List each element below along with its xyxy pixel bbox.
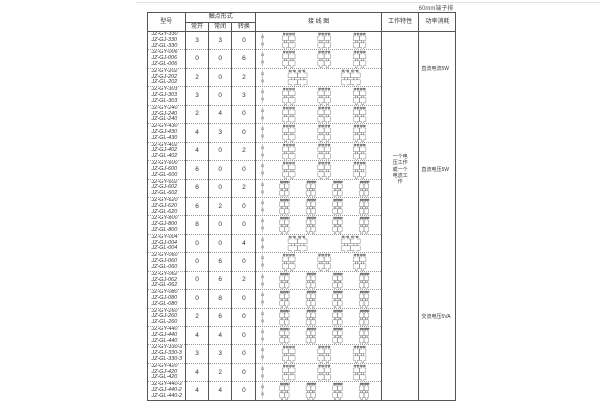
svg-text:22: 22 xyxy=(364,347,367,349)
svg-text:22: 22 xyxy=(341,199,344,201)
svg-text:14: 14 xyxy=(293,89,296,91)
svg-text:26: 26 xyxy=(367,181,370,183)
svg-text:14: 14 xyxy=(293,347,296,349)
svg-text:14: 14 xyxy=(293,126,296,128)
svg-text:18: 18 xyxy=(328,126,331,128)
svg-text:22: 22 xyxy=(364,365,367,367)
svg-text:22: 22 xyxy=(364,89,367,91)
svg-text:14: 14 xyxy=(293,365,296,367)
svg-text:18: 18 xyxy=(357,236,360,238)
svg-text:26: 26 xyxy=(367,310,370,312)
svg-text:22: 22 xyxy=(341,273,344,275)
svg-text:26: 26 xyxy=(367,218,370,220)
svg-text:14: 14 xyxy=(293,144,296,146)
svg-text:18: 18 xyxy=(357,70,360,72)
svg-text:26: 26 xyxy=(367,384,370,386)
svg-text:12: 12 xyxy=(294,236,297,238)
svg-text:18: 18 xyxy=(314,384,317,386)
svg-text:18: 18 xyxy=(314,292,317,294)
svg-text:14: 14 xyxy=(293,162,296,164)
svg-text:16: 16 xyxy=(347,70,350,72)
svg-text:14: 14 xyxy=(288,328,291,330)
svg-text:22: 22 xyxy=(341,310,344,312)
svg-text:14: 14 xyxy=(288,273,291,275)
svg-text:22: 22 xyxy=(364,107,367,109)
svg-text:18: 18 xyxy=(314,310,317,312)
svg-text:22: 22 xyxy=(341,218,344,220)
svg-text:18: 18 xyxy=(314,199,317,201)
svg-text:12: 12 xyxy=(294,70,297,72)
svg-text:14: 14 xyxy=(293,52,296,54)
svg-text:22: 22 xyxy=(341,328,344,330)
svg-text:26: 26 xyxy=(367,199,370,201)
svg-text:18: 18 xyxy=(328,89,331,91)
svg-text:18: 18 xyxy=(314,273,317,275)
svg-text:14: 14 xyxy=(303,70,306,72)
svg-text:22: 22 xyxy=(364,144,367,146)
svg-text:22: 22 xyxy=(364,255,367,257)
svg-text:22: 22 xyxy=(341,384,344,386)
svg-text:22: 22 xyxy=(364,52,367,54)
svg-text:14: 14 xyxy=(293,255,296,257)
svg-text:14: 14 xyxy=(288,384,291,386)
svg-text:22: 22 xyxy=(364,33,367,35)
svg-text:18: 18 xyxy=(314,181,317,183)
svg-text:14: 14 xyxy=(303,236,306,238)
svg-text:26: 26 xyxy=(367,273,370,275)
svg-text:26: 26 xyxy=(367,328,370,330)
svg-text:18: 18 xyxy=(328,107,331,109)
svg-text:22: 22 xyxy=(341,181,344,183)
svg-text:18: 18 xyxy=(328,365,331,367)
svg-text:14: 14 xyxy=(288,292,291,294)
svg-text:14: 14 xyxy=(293,33,296,35)
svg-text:18: 18 xyxy=(328,52,331,54)
svg-text:18: 18 xyxy=(328,255,331,257)
svg-text:14: 14 xyxy=(288,199,291,201)
svg-text:14: 14 xyxy=(293,107,296,109)
svg-text:22: 22 xyxy=(341,292,344,294)
svg-text:18: 18 xyxy=(328,347,331,349)
svg-text:22: 22 xyxy=(364,162,367,164)
svg-text:14: 14 xyxy=(288,181,291,183)
svg-text:18: 18 xyxy=(328,162,331,164)
svg-text:18: 18 xyxy=(328,144,331,146)
svg-text:18: 18 xyxy=(314,218,317,220)
svg-text:14: 14 xyxy=(288,310,291,312)
svg-text:26: 26 xyxy=(367,292,370,294)
svg-text:22: 22 xyxy=(364,126,367,128)
svg-text:18: 18 xyxy=(314,328,317,330)
svg-text:14: 14 xyxy=(288,218,291,220)
svg-text:16: 16 xyxy=(347,236,350,238)
svg-text:18: 18 xyxy=(328,33,331,35)
